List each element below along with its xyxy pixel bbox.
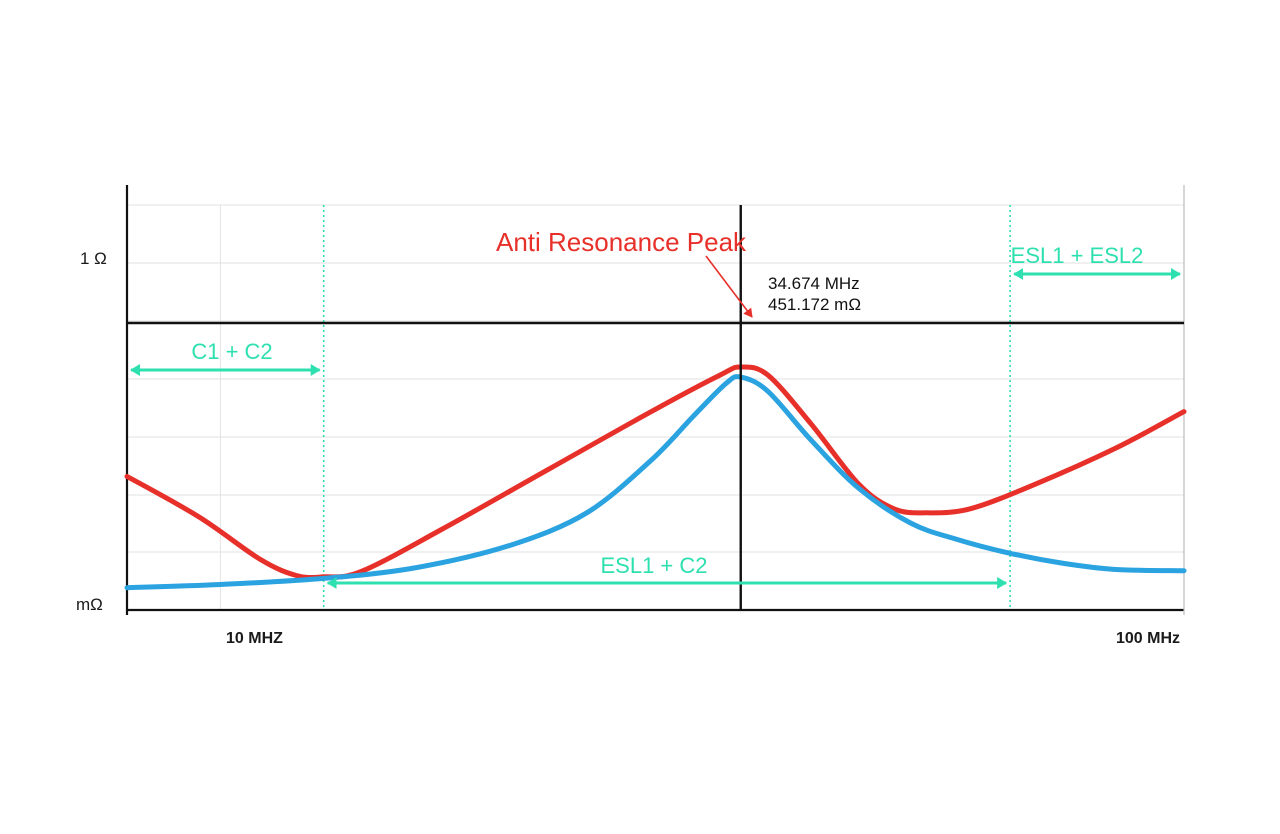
x-tick-label-10mhz: 10 MHZ: [226, 630, 283, 647]
region-arrows: [130, 268, 1181, 589]
series-line-red: [124, 364, 1187, 581]
region-label-esl1-c2: ESL1 + C2: [600, 553, 707, 578]
x-tick-label-100mhz: 100 MHz: [1116, 630, 1180, 647]
y-tick-label-mohm: mΩ: [76, 595, 103, 614]
region-label-c1-c2: C1 + C2: [191, 339, 272, 364]
peak-pointer-arrow: [705, 255, 753, 318]
cursor-frequency-readout: 34.674 MHz: [768, 274, 860, 293]
region-label-esl1-esl2: ESL1 + ESL2: [1011, 243, 1144, 268]
grid: [127, 204, 1184, 610]
series-line-blue: [124, 374, 1187, 591]
y-tick-label-1ohm: 1 Ω: [80, 249, 107, 268]
cursor-impedance-readout: 451.172 mΩ: [768, 295, 861, 314]
peak-title: Anti Resonance Peak: [496, 227, 747, 257]
region-boundaries: [322, 205, 1011, 610]
series-layer: [124, 364, 1187, 591]
